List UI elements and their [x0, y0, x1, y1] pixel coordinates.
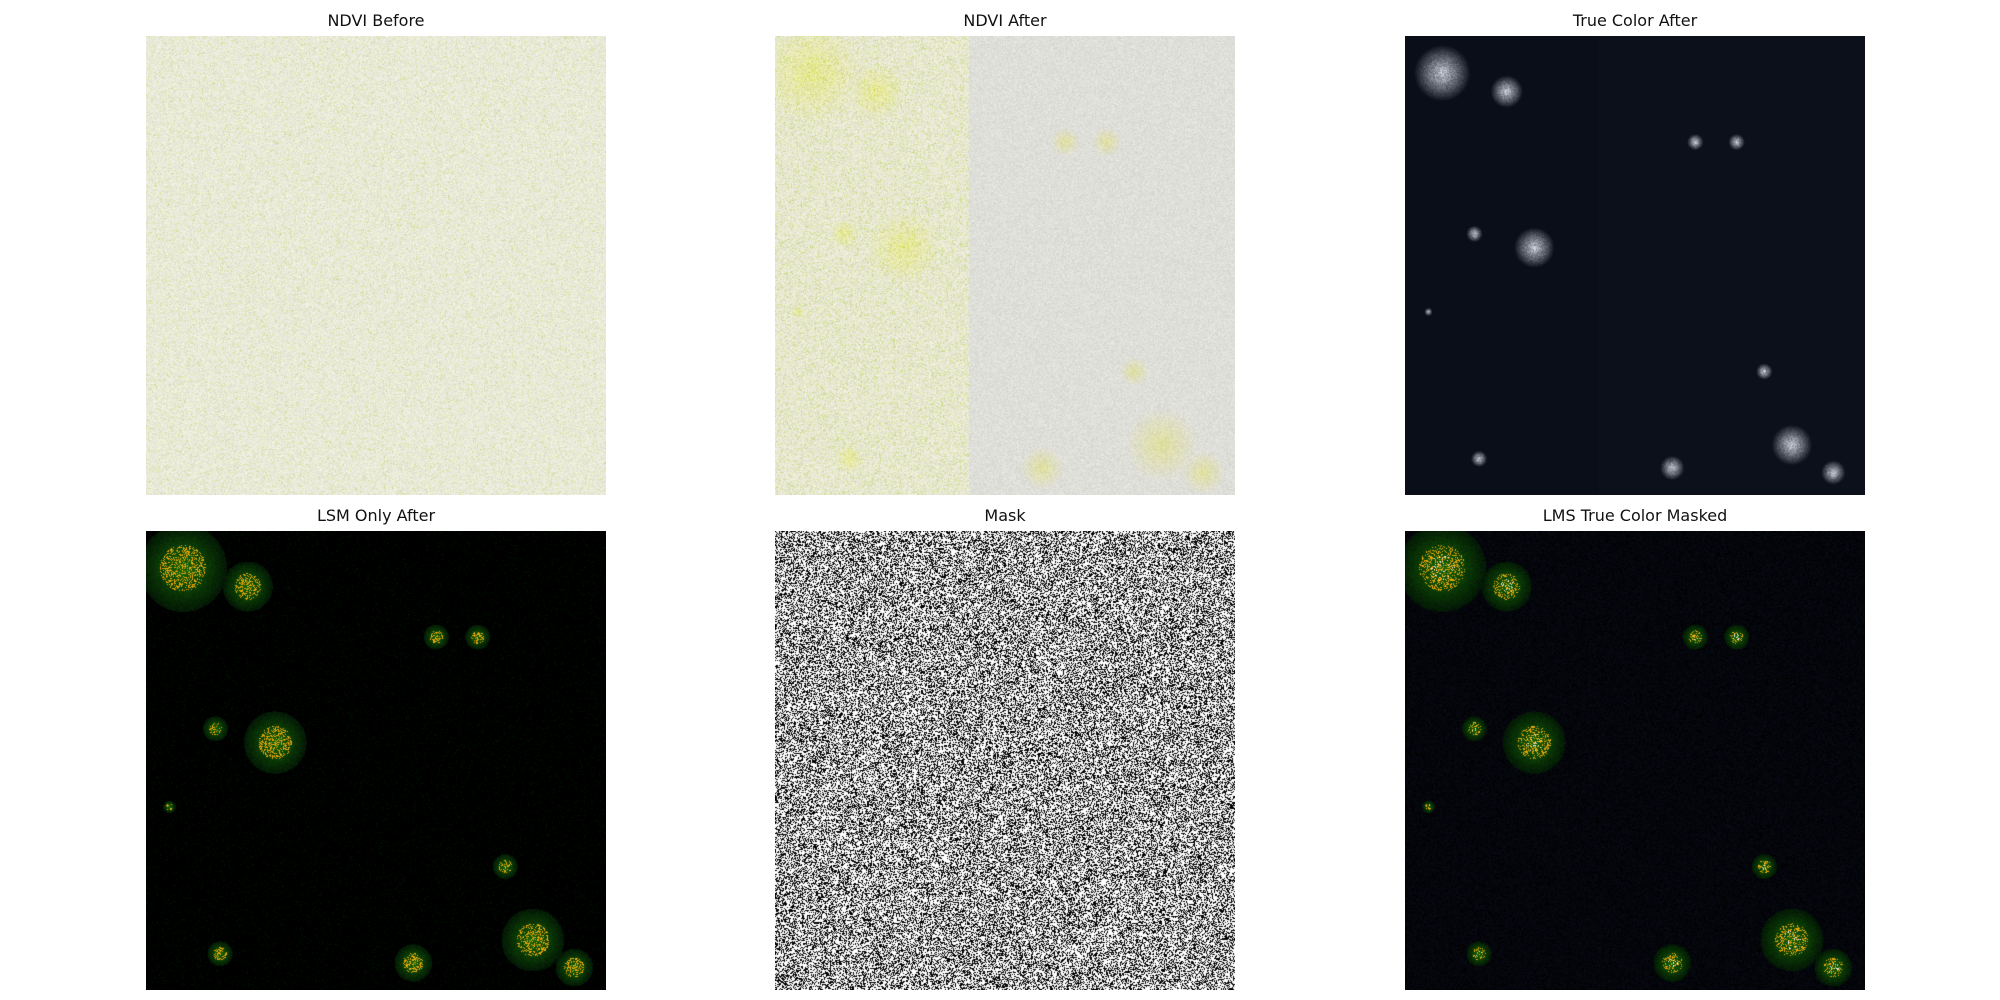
lms-true-color-masked-canvas: [1405, 531, 1865, 990]
ndvi-after-canvas: [775, 36, 1235, 495]
mask-canvas: [775, 531, 1235, 990]
lsm-only-after-image: [146, 531, 606, 990]
panel-title-lms-true-color-masked: LMS True Color Masked: [1542, 506, 1728, 525]
lsm-only-after-canvas: [146, 531, 606, 990]
panel-title-mask: Mask: [984, 506, 1026, 525]
panel-title-ndvi-before: NDVI Before: [327, 11, 425, 30]
true-color-after-canvas: [1405, 36, 1865, 495]
ndvi-before-canvas: [146, 36, 606, 495]
mask-image: [775, 531, 1235, 990]
panel-title-true-color-after: True Color After: [1572, 11, 1698, 30]
panel-title-lsm-only-after: LSM Only After: [316, 506, 436, 525]
ndvi-before-image: [146, 36, 606, 495]
lms-true-color-masked-image: [1405, 531, 1865, 990]
panel-title-ndvi-after: NDVI After: [963, 11, 1047, 30]
true-color-after-image: [1405, 36, 1865, 495]
ndvi-after-image: [775, 36, 1235, 495]
